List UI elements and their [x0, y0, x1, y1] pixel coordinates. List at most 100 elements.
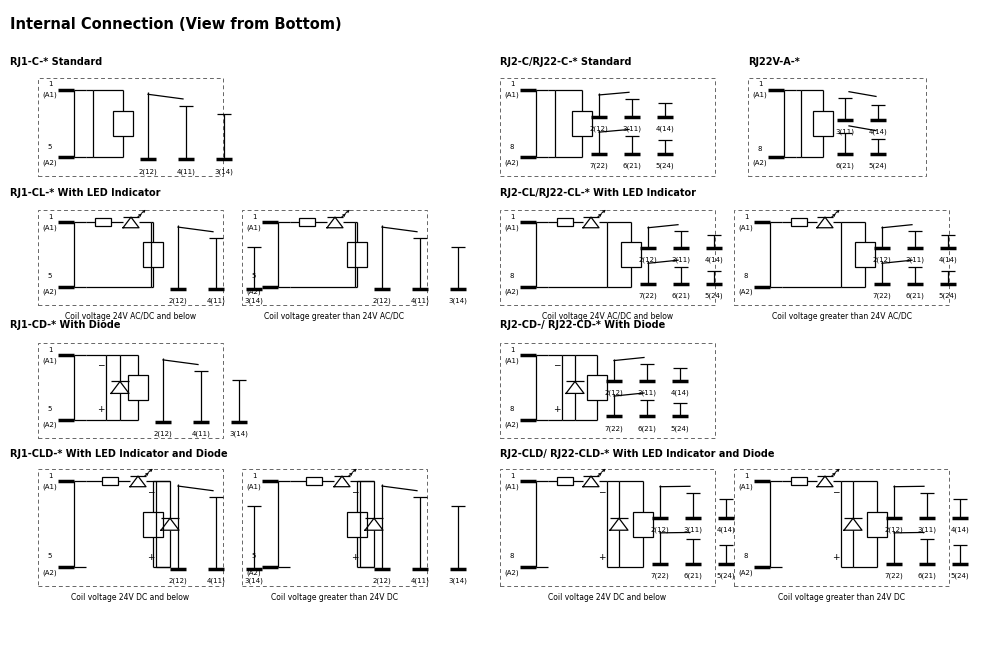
- Bar: [242, 469, 427, 586]
- Text: 1: 1: [744, 214, 748, 220]
- Text: 4(14): 4(14): [671, 390, 689, 396]
- Text: 1: 1: [510, 347, 514, 353]
- Bar: [734, 469, 949, 586]
- Text: 7(22): 7(22): [590, 163, 608, 169]
- Bar: [734, 210, 949, 305]
- Text: 8: 8: [744, 553, 748, 560]
- Text: 2(12): 2(12): [139, 168, 157, 175]
- Text: Coil voltage 24V AC/DC and below: Coil voltage 24V AC/DC and below: [542, 311, 673, 321]
- Text: 7(22): 7(22): [639, 292, 657, 299]
- Text: 6(21): 6(21): [906, 292, 924, 299]
- Text: 4(11): 4(11): [192, 430, 210, 437]
- Text: 2(12): 2(12): [154, 430, 172, 437]
- Text: 1: 1: [252, 214, 256, 220]
- Text: (A1): (A1): [505, 92, 519, 98]
- Text: (A1): (A1): [43, 483, 57, 490]
- Text: 7(22): 7(22): [651, 572, 669, 579]
- Text: 3(14): 3(14): [449, 578, 467, 584]
- Text: 5(24): 5(24): [656, 163, 674, 169]
- Text: (A1): (A1): [739, 224, 753, 231]
- Text: 4(11): 4(11): [207, 297, 225, 304]
- Text: (A1): (A1): [505, 357, 519, 364]
- Text: RJ1-CLD-* With LED Indicator and Diode: RJ1-CLD-* With LED Indicator and Diode: [10, 449, 228, 459]
- Text: 4(14): 4(14): [869, 129, 887, 135]
- Text: 5(24): 5(24): [671, 425, 689, 432]
- Bar: [557, 477, 573, 485]
- Text: 8: 8: [510, 406, 514, 412]
- Text: 7(22): 7(22): [873, 292, 891, 299]
- Bar: [867, 511, 887, 537]
- Text: 3(11): 3(11): [684, 527, 703, 533]
- Text: 5: 5: [252, 273, 256, 280]
- Text: 3(14): 3(14): [245, 297, 263, 304]
- Bar: [38, 78, 223, 176]
- Text: (A2): (A2): [247, 289, 261, 295]
- Text: 5(24): 5(24): [939, 292, 957, 299]
- Text: (A1): (A1): [753, 92, 767, 98]
- Text: 4(14): 4(14): [656, 125, 674, 132]
- Text: 8: 8: [510, 553, 514, 560]
- Text: 3(14): 3(14): [245, 578, 263, 584]
- Bar: [587, 374, 607, 400]
- Text: RJ1-CL-* With LED Indicator: RJ1-CL-* With LED Indicator: [10, 187, 160, 198]
- Text: 2(12): 2(12): [590, 125, 608, 132]
- Text: 1: 1: [48, 214, 52, 220]
- Bar: [748, 78, 926, 176]
- Text: 4(14): 4(14): [951, 527, 969, 533]
- Text: 2(12): 2(12): [169, 297, 187, 304]
- Text: RJ1-C-* Standard: RJ1-C-* Standard: [10, 57, 102, 68]
- Bar: [557, 218, 573, 226]
- Bar: [95, 218, 111, 226]
- Text: −: −: [553, 361, 561, 370]
- Bar: [128, 374, 148, 400]
- Text: 6(21): 6(21): [836, 163, 854, 169]
- Text: 2(12): 2(12): [605, 390, 623, 396]
- Text: 8: 8: [744, 273, 748, 280]
- Bar: [621, 242, 641, 267]
- Bar: [38, 343, 223, 438]
- Text: −: −: [97, 361, 105, 370]
- Text: 6(21): 6(21): [638, 425, 656, 432]
- Text: +: +: [351, 552, 359, 562]
- Text: Coil voltage 24V DC and below: Coil voltage 24V DC and below: [71, 593, 190, 602]
- Text: Coil voltage 24V DC and below: Coil voltage 24V DC and below: [548, 593, 667, 602]
- Text: Coil voltage greater than 24V DC: Coil voltage greater than 24V DC: [271, 593, 398, 602]
- Text: 6(21): 6(21): [918, 572, 936, 579]
- Text: (A1): (A1): [43, 92, 57, 98]
- Text: 7(22): 7(22): [885, 572, 903, 579]
- Text: (A1): (A1): [43, 357, 57, 364]
- Text: 6(21): 6(21): [623, 163, 641, 169]
- Text: 1: 1: [510, 473, 514, 479]
- Text: 4(11): 4(11): [207, 578, 225, 584]
- Text: 3(11): 3(11): [672, 257, 690, 263]
- Text: (A2): (A2): [43, 289, 57, 295]
- Text: 1: 1: [510, 81, 514, 88]
- Bar: [347, 511, 367, 537]
- Text: RJ2-C/RJ22-C-* Standard: RJ2-C/RJ22-C-* Standard: [500, 57, 632, 68]
- Text: 2(12): 2(12): [169, 578, 187, 584]
- Text: (A2): (A2): [739, 569, 753, 576]
- Text: 2(12): 2(12): [639, 257, 657, 263]
- Text: 2(12): 2(12): [373, 297, 391, 304]
- Text: (A2): (A2): [505, 569, 519, 576]
- Text: 5: 5: [48, 406, 52, 412]
- Text: 5(24): 5(24): [951, 572, 969, 579]
- Bar: [791, 218, 807, 226]
- Text: Coil voltage greater than 24V AC/DC: Coil voltage greater than 24V AC/DC: [772, 311, 912, 321]
- Text: (A2): (A2): [505, 422, 519, 428]
- Text: 3(11): 3(11): [622, 125, 642, 132]
- Text: (A2): (A2): [505, 159, 519, 166]
- Text: 4(11): 4(11): [411, 297, 429, 304]
- Text: +: +: [97, 405, 105, 414]
- Text: RJ1-CD-* With Diode: RJ1-CD-* With Diode: [10, 320, 120, 331]
- Text: (A2): (A2): [753, 159, 767, 166]
- Text: 5: 5: [48, 553, 52, 560]
- Text: 2(12): 2(12): [651, 527, 669, 533]
- Text: −: −: [351, 487, 359, 496]
- Text: −: −: [598, 487, 606, 496]
- Text: (A1): (A1): [505, 483, 519, 490]
- Text: (A1): (A1): [43, 224, 57, 231]
- Text: (A1): (A1): [247, 224, 261, 231]
- Text: 1: 1: [48, 81, 52, 88]
- Text: 8: 8: [758, 146, 762, 153]
